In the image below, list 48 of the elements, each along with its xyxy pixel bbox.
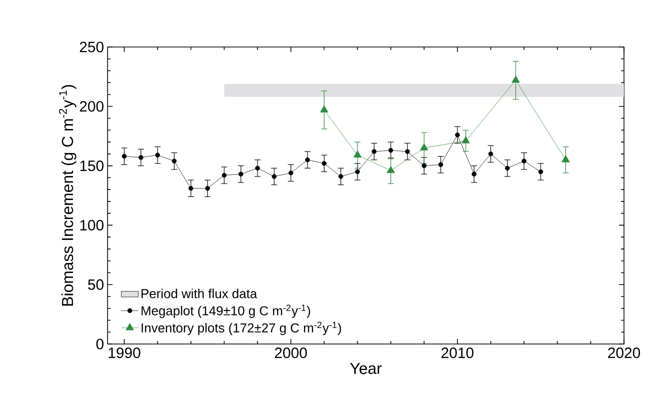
legend-label: Inventory plots (172±27 g C m$^{-2}$y$^{-1}$)	[142, 322, 342, 336]
point	[288, 170, 294, 176]
point	[353, 150, 362, 158]
legend-label: Period with flux data	[142, 288, 258, 298]
y-tick-label: 0	[96, 338, 104, 350]
y-tick-label: 250	[80, 42, 104, 52]
point	[222, 172, 227, 178]
point	[562, 155, 570, 162]
x-tick-label: 1990	[108, 348, 140, 358]
point	[355, 169, 360, 174]
point	[472, 172, 476, 177]
point	[388, 148, 394, 153]
point	[455, 132, 460, 138]
point	[488, 152, 494, 156]
point	[386, 166, 395, 173]
point	[372, 149, 377, 154]
y-tick-label: 100	[80, 220, 104, 230]
point	[320, 105, 328, 112]
point	[405, 149, 410, 154]
point	[188, 186, 194, 191]
point	[205, 186, 210, 191]
point	[155, 152, 160, 158]
point	[272, 174, 277, 179]
point	[462, 136, 470, 144]
point	[522, 158, 526, 164]
point	[238, 172, 244, 177]
point	[420, 143, 428, 150]
point	[438, 162, 444, 167]
y-tick-label: 150	[80, 160, 104, 172]
y-tick-label: 50	[88, 279, 104, 290]
point	[172, 158, 177, 164]
point	[505, 166, 510, 171]
x-tick-label: 2020	[608, 348, 640, 358]
point	[138, 155, 144, 160]
point	[322, 161, 327, 166]
point	[512, 76, 520, 83]
x-tick-label: 2010	[442, 348, 474, 358]
y-axis-title: Biomass Increment (g C m$^{-2}$y$^{-1}$)	[58, 85, 76, 306]
point	[538, 169, 544, 174]
legend-label: Megaplot (149±10 g C m$^{-2}$y$^{-1}$)	[142, 304, 310, 318]
point	[338, 174, 344, 179]
x-axis-title: Year	[350, 362, 382, 374]
y-tick-label: 200	[80, 101, 104, 112]
point	[255, 166, 260, 171]
x-tick-label: 2000	[274, 348, 307, 358]
point	[122, 154, 127, 159]
point	[305, 157, 310, 162]
point	[422, 163, 426, 168]
